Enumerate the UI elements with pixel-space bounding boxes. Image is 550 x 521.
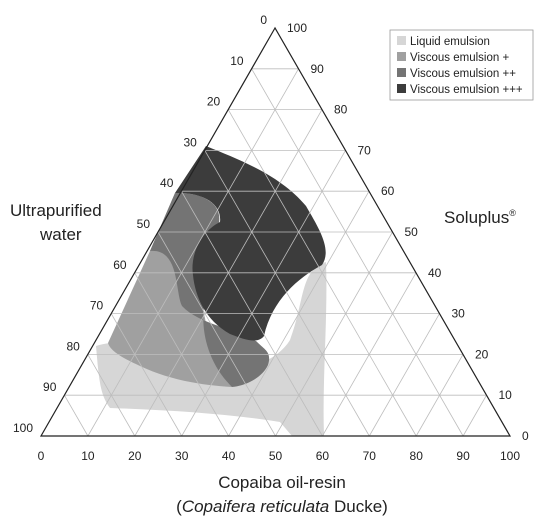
right-tick-label: 90 xyxy=(311,62,325,76)
legend-swatch xyxy=(397,84,406,93)
gridline xyxy=(227,109,417,437)
left-tick-label: 40 xyxy=(160,176,174,190)
gridline xyxy=(204,150,370,437)
bottom-tick-label: 30 xyxy=(175,449,189,463)
right-tick-label: 70 xyxy=(358,143,372,157)
gridline xyxy=(157,231,276,437)
right-tick-label: 50 xyxy=(405,225,419,239)
bottom-axis-subtitle-species: Copaifera reticulata xyxy=(182,497,329,516)
legend-label: Viscous emulsion + xyxy=(410,52,509,64)
legend-swatch xyxy=(397,52,406,61)
left-tick-label: 30 xyxy=(183,135,197,149)
right-tick-label: 20 xyxy=(475,347,489,361)
left-tick-label: 100 xyxy=(13,421,33,435)
legend-label: Viscous emulsion ++ xyxy=(410,68,516,80)
triangle-outline xyxy=(39,26,512,437)
region-viscous-emulsion-plusplus xyxy=(150,192,270,387)
left-tick-label: 80 xyxy=(66,339,80,353)
legend-swatch xyxy=(397,36,406,45)
gridline xyxy=(275,231,393,437)
gridline xyxy=(110,313,183,437)
right-axis-title-text: Soluplus xyxy=(444,208,509,227)
right-tick-label: 30 xyxy=(452,307,466,321)
bottom-axis-subtitle: (Copaifera reticulata Ducke) xyxy=(176,497,388,516)
gridline xyxy=(251,68,464,437)
bottom-tick-label: 10 xyxy=(81,449,95,463)
right-tick-label: 80 xyxy=(334,103,348,117)
bottom-axis-title: Copaiba oil-resin xyxy=(218,473,346,492)
gridline xyxy=(462,395,487,437)
right-axis-title: Soluplus® xyxy=(444,208,516,227)
gridline xyxy=(368,313,440,437)
left-tick-label: 60 xyxy=(113,258,127,272)
bottom-tick-label: 60 xyxy=(316,449,330,463)
bottom-tick-label: 100 xyxy=(500,449,520,463)
right-axis-title-superscript: ® xyxy=(509,208,516,218)
right-axis-ticks: 0 10 20 30 40 50 60 70 80 90 100 xyxy=(287,21,529,443)
gridline xyxy=(181,150,346,437)
legend-label: Viscous emulsion +++ xyxy=(410,84,523,96)
region-viscous-emulsion-plusplusplus xyxy=(175,146,326,341)
region-liquid-emulsion xyxy=(96,262,327,436)
right-tick-label: 40 xyxy=(428,266,442,280)
left-axis-title-line1: Ultrapurified xyxy=(10,201,102,220)
left-tick-label: 70 xyxy=(90,299,104,313)
left-axis-ticks: 0 10 20 30 40 50 60 70 80 90 100 xyxy=(13,13,267,435)
left-tick-label: 10 xyxy=(230,54,244,68)
bottom-tick-label: 0 xyxy=(38,449,45,463)
gridline xyxy=(87,68,299,437)
bottom-tick-label: 70 xyxy=(363,449,377,463)
gridline xyxy=(64,395,89,437)
bottom-tick-label: 80 xyxy=(410,449,424,463)
left-tick-label: 0 xyxy=(260,13,267,27)
left-tick-label: 50 xyxy=(137,217,151,231)
left-tick-label: 90 xyxy=(43,380,57,394)
left-tick-label: 20 xyxy=(207,95,221,109)
bottom-tick-label: 90 xyxy=(456,449,470,463)
right-tick-label: 10 xyxy=(499,388,513,402)
legend-swatch xyxy=(397,68,406,77)
right-tick-label: 0 xyxy=(522,429,529,443)
bottom-axis-subtitle-open: ( xyxy=(176,497,182,516)
bottom-tick-label: 40 xyxy=(222,449,236,463)
left-axis-title-line2: water xyxy=(39,225,82,244)
bottom-tick-label: 20 xyxy=(128,449,142,463)
right-tick-label: 60 xyxy=(381,184,395,198)
bottom-tick-label: 50 xyxy=(269,449,283,463)
bottom-axis-ticks: 0 10 20 30 40 50 60 70 80 90 100 xyxy=(38,449,521,463)
legend-box xyxy=(389,29,534,101)
legend: Liquid emulsion Viscous emulsion + Viscous… xyxy=(389,29,534,101)
legend-label: Liquid emulsion xyxy=(410,36,490,48)
right-tick-label: 100 xyxy=(287,21,307,35)
gridlines xyxy=(64,68,487,437)
phase-regions xyxy=(96,146,327,436)
bottom-axis-subtitle-tail: Ducke) xyxy=(329,497,388,516)
